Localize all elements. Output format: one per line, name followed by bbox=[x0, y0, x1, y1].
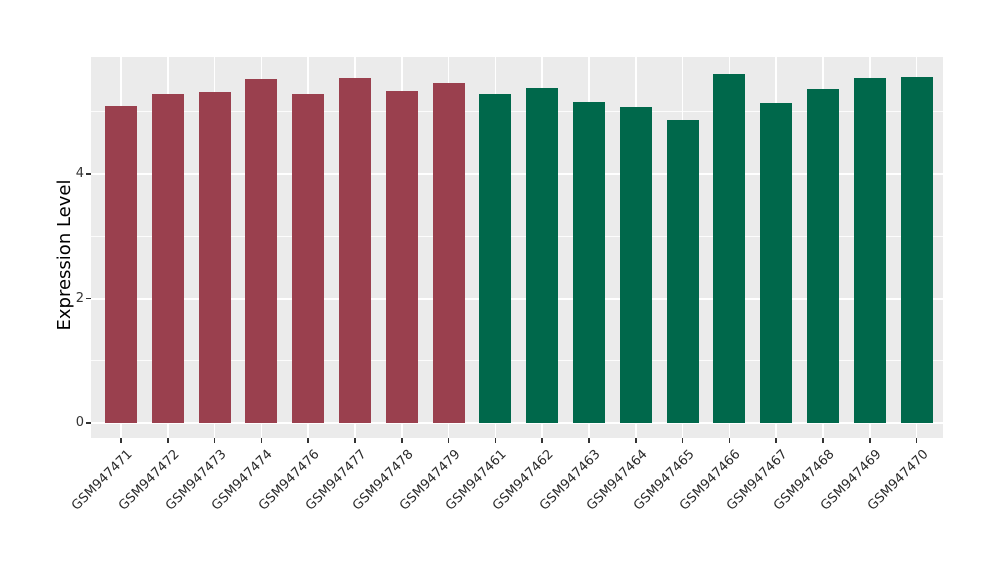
bar-GSM947468 bbox=[807, 89, 839, 423]
y-axis-title: Expression Level bbox=[54, 179, 75, 331]
x-tick-mark-GSM947473 bbox=[213, 438, 216, 443]
y-tick-mark-0 bbox=[86, 422, 91, 424]
x-tick-mark-GSM947465 bbox=[681, 438, 684, 443]
bar-GSM947462 bbox=[526, 88, 559, 423]
minor-gridline-y5 bbox=[91, 111, 943, 113]
bar-GSM947473 bbox=[198, 92, 231, 423]
plot-panel bbox=[91, 57, 943, 438]
major-gridline-y2 bbox=[91, 297, 943, 300]
x-tick-label-GSM947478: GSM947478 bbox=[349, 447, 417, 514]
major-gridline-y0 bbox=[91, 422, 943, 424]
major-gridline-y4 bbox=[91, 173, 943, 175]
x-tick-label-GSM947472: GSM947472 bbox=[115, 447, 183, 514]
x-tick-label-GSM947471: GSM947471 bbox=[69, 447, 136, 514]
bar-GSM947464 bbox=[619, 106, 652, 423]
minor-gridline-y1 bbox=[91, 360, 943, 362]
y-tick-label-4: 4 bbox=[75, 166, 84, 181]
y-tick-mark-4 bbox=[86, 173, 91, 175]
bar-GSM947461 bbox=[479, 94, 512, 423]
x-tick-mark-GSM947469 bbox=[869, 438, 871, 443]
x-tick-label-GSM947477: GSM947477 bbox=[303, 447, 370, 514]
x-tick-label-GSM947469: GSM947469 bbox=[817, 447, 885, 514]
bar-GSM947466 bbox=[713, 73, 746, 423]
x-tick-mark-GSM947470 bbox=[915, 438, 918, 443]
bar-GSM947471 bbox=[105, 106, 137, 423]
x-tick-mark-GSM947466 bbox=[728, 438, 731, 443]
bar-GSM947477 bbox=[339, 78, 371, 423]
x-tick-label-GSM947463: GSM947463 bbox=[537, 447, 604, 514]
x-tick-mark-GSM947476 bbox=[307, 438, 309, 443]
x-tick-mark-GSM947462 bbox=[541, 438, 543, 443]
x-tick-mark-GSM947472 bbox=[167, 438, 169, 443]
y-tick-label-2: 2 bbox=[75, 290, 84, 306]
x-tick-mark-GSM947479 bbox=[447, 438, 450, 443]
bar-GSM947479 bbox=[432, 83, 465, 423]
bar-GSM947478 bbox=[385, 91, 418, 423]
bar-GSM947472 bbox=[151, 93, 184, 423]
x-tick-mark-GSM947478 bbox=[401, 438, 403, 443]
x-tick-mark-GSM947471 bbox=[120, 438, 122, 443]
x-tick-mark-GSM947474 bbox=[260, 438, 263, 443]
minor-gridline-y3 bbox=[91, 235, 943, 237]
x-tick-label-GSM947468: GSM947468 bbox=[771, 447, 838, 514]
x-tick-mark-GSM947467 bbox=[775, 438, 777, 443]
bar-GSM947474 bbox=[245, 78, 278, 423]
y-tick-mark-2 bbox=[86, 297, 91, 300]
x-tick-mark-GSM947461 bbox=[494, 438, 497, 443]
x-tick-mark-GSM947468 bbox=[822, 438, 824, 443]
x-tick-label-GSM947464: GSM947464 bbox=[583, 447, 651, 514]
bar-GSM947465 bbox=[666, 120, 699, 423]
x-tick-mark-GSM947463 bbox=[588, 438, 590, 443]
x-tick-mark-GSM947464 bbox=[635, 438, 637, 443]
x-tick-mark-GSM947477 bbox=[354, 438, 356, 443]
bar-GSM947463 bbox=[573, 102, 605, 423]
y-tick-label-0: 0 bbox=[75, 415, 84, 430]
bar-GSM947470 bbox=[900, 76, 933, 423]
x-tick-label-GSM947470: GSM947470 bbox=[864, 447, 932, 514]
bar-GSM947476 bbox=[292, 94, 325, 423]
bar-GSM947469 bbox=[853, 78, 886, 423]
bar-GSM947467 bbox=[760, 103, 793, 423]
